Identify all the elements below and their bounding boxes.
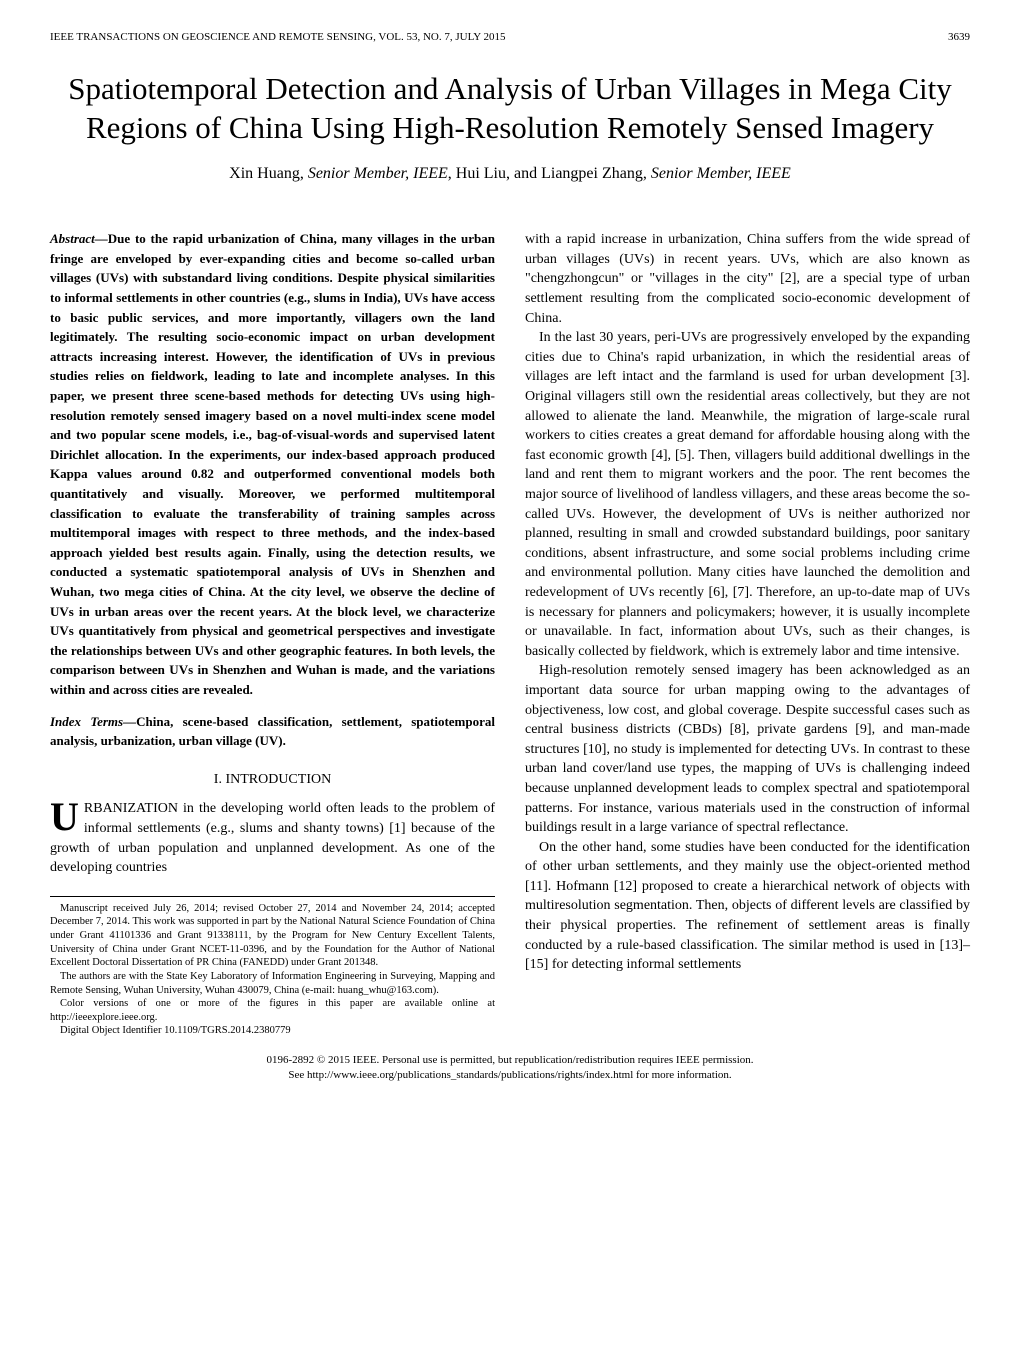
right-column: with a rapid increase in urbanization, C… bbox=[525, 230, 970, 1038]
copyright-line: 0196-2892 © 2015 IEEE. Personal use is p… bbox=[50, 1053, 970, 1068]
section-1-heading: I. INTRODUCTION bbox=[50, 770, 495, 790]
author-2: Hui Liu bbox=[456, 165, 506, 182]
intro-paragraph: URBANIZATION in the developing world oft… bbox=[50, 799, 495, 877]
abstract-label: Abstract— bbox=[50, 231, 108, 246]
manuscript-footnote: Manuscript received July 26, 2014; revis… bbox=[50, 896, 495, 1038]
manuscript-info-2: The authors are with the State Key Labor… bbox=[50, 970, 495, 997]
intro-text: RBANIZATION in the developing world ofte… bbox=[50, 801, 495, 875]
right-para-1: with a rapid increase in urbanization, C… bbox=[525, 230, 970, 328]
right-para-4: On the other hand, some studies have bee… bbox=[525, 838, 970, 975]
abstract-text: Due to the rapid urbanization of China, … bbox=[50, 231, 495, 697]
abstract-block: Abstract—Due to the rapid urbanization o… bbox=[50, 230, 495, 700]
manuscript-info-1: Manuscript received July 26, 2014; revis… bbox=[50, 902, 495, 970]
right-para-2: In the last 30 years, peri-UVs are progr… bbox=[525, 328, 970, 661]
running-header: IEEE TRANSACTIONS ON GEOSCIENCE AND REMO… bbox=[50, 30, 970, 45]
permissions-url: See http://www.ieee.org/publications_sta… bbox=[50, 1068, 970, 1083]
authors-line: Xin Huang, Senior Member, IEEE, Hui Liu,… bbox=[50, 163, 970, 185]
paper-title: Spatiotemporal Detection and Analysis of… bbox=[50, 70, 970, 148]
dropcap: U bbox=[50, 799, 84, 833]
right-para-3: High-resolution remotely sensed imagery … bbox=[525, 661, 970, 837]
author-3-title: Senior Member, IEEE bbox=[651, 165, 791, 182]
two-column-body: Abstract—Due to the rapid urbanization o… bbox=[50, 230, 970, 1038]
index-terms-label: Index Terms— bbox=[50, 714, 136, 729]
page-number: 3639 bbox=[948, 30, 970, 45]
page-footer: 0196-2892 © 2015 IEEE. Personal use is p… bbox=[50, 1053, 970, 1084]
author-1: Xin Huang bbox=[229, 165, 300, 182]
journal-name: IEEE TRANSACTIONS ON GEOSCIENCE AND REMO… bbox=[50, 30, 506, 45]
author-1-title: Senior Member, IEEE bbox=[308, 165, 448, 182]
manuscript-info-4: Digital Object Identifier 10.1109/TGRS.2… bbox=[50, 1024, 495, 1038]
author-3: Liangpei Zhang bbox=[541, 165, 643, 182]
index-terms-block: Index Terms—China, scene-based classific… bbox=[50, 713, 495, 752]
left-column: Abstract—Due to the rapid urbanization o… bbox=[50, 230, 495, 1038]
manuscript-info-3: Color versions of one or more of the fig… bbox=[50, 997, 495, 1024]
